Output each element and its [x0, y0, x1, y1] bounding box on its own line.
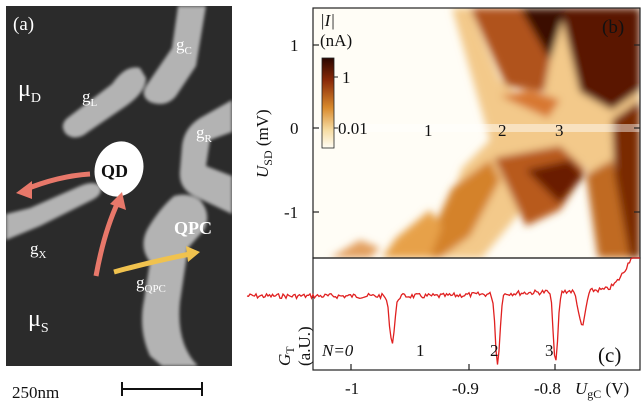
gate-electrodes [6, 6, 232, 366]
n-label-0: N=0 [321, 341, 354, 360]
ytick-b-m1: -1 [284, 203, 298, 222]
n-label-3: 3 [545, 341, 554, 360]
panel-a-sem-image [6, 6, 232, 366]
panel-c-label: (c) [598, 343, 621, 367]
panel-c-ylabel: GT (a.U.) [275, 326, 314, 366]
gate-label-gqpc: gQPC [136, 273, 166, 295]
ytick-b-1: 1 [290, 36, 299, 55]
panel-b-yaxis [313, 44, 640, 213]
colorbar-tick-1: 1 [342, 68, 351, 87]
xtick-c-m08: -0.8 [534, 379, 561, 398]
gate-label-gr: gR [196, 123, 213, 145]
qpc-label: QPC [174, 218, 212, 238]
panel-c-xaxis [350, 364, 556, 370]
gate-label-gl: gL [82, 87, 98, 109]
panel-a-label: (a) [13, 14, 34, 35]
qd-label: QD [101, 161, 128, 181]
xtick-c-m09: -0.9 [452, 379, 479, 398]
gt-trace-line [246, 257, 640, 365]
n-label-2: 2 [490, 341, 499, 360]
panel-b-heatmap [313, 8, 640, 258]
current-arrows [16, 171, 200, 277]
panel-b-label: (b) [602, 17, 624, 38]
scalebar [121, 382, 203, 396]
colorbar [321, 57, 335, 149]
scalebar-label: 250nm [12, 383, 59, 402]
panel-c-xlabel: UgC (V) [575, 379, 629, 401]
mu-source-label: μS [28, 306, 49, 336]
colorbar-unit: (nA) [320, 31, 352, 50]
svg-text:(a.U.): (a.U.) [295, 326, 314, 366]
panel-c-frame [312, 257, 641, 371]
gate-label-gx: gX [30, 239, 47, 261]
gate-label-gc: gC [176, 35, 192, 57]
n-label-1: 1 [416, 341, 425, 360]
svg-text:GT: GT [275, 346, 297, 366]
colorbar-title: |I| [320, 11, 335, 30]
ytick-b-0: 0 [290, 119, 299, 138]
diamond-label-1: 1 [424, 121, 433, 140]
colorbar-tick-001: 0.01 [338, 119, 368, 138]
xtick-c-m1: -1 [345, 379, 359, 398]
quantum-dot-ellipse [94, 141, 144, 197]
mu-drain-label: μD [18, 76, 41, 106]
diamond-label-3: 3 [555, 121, 564, 140]
diamond-label-2: 2 [498, 121, 507, 140]
panel-b-ylabel: USD (mV) [253, 109, 275, 178]
